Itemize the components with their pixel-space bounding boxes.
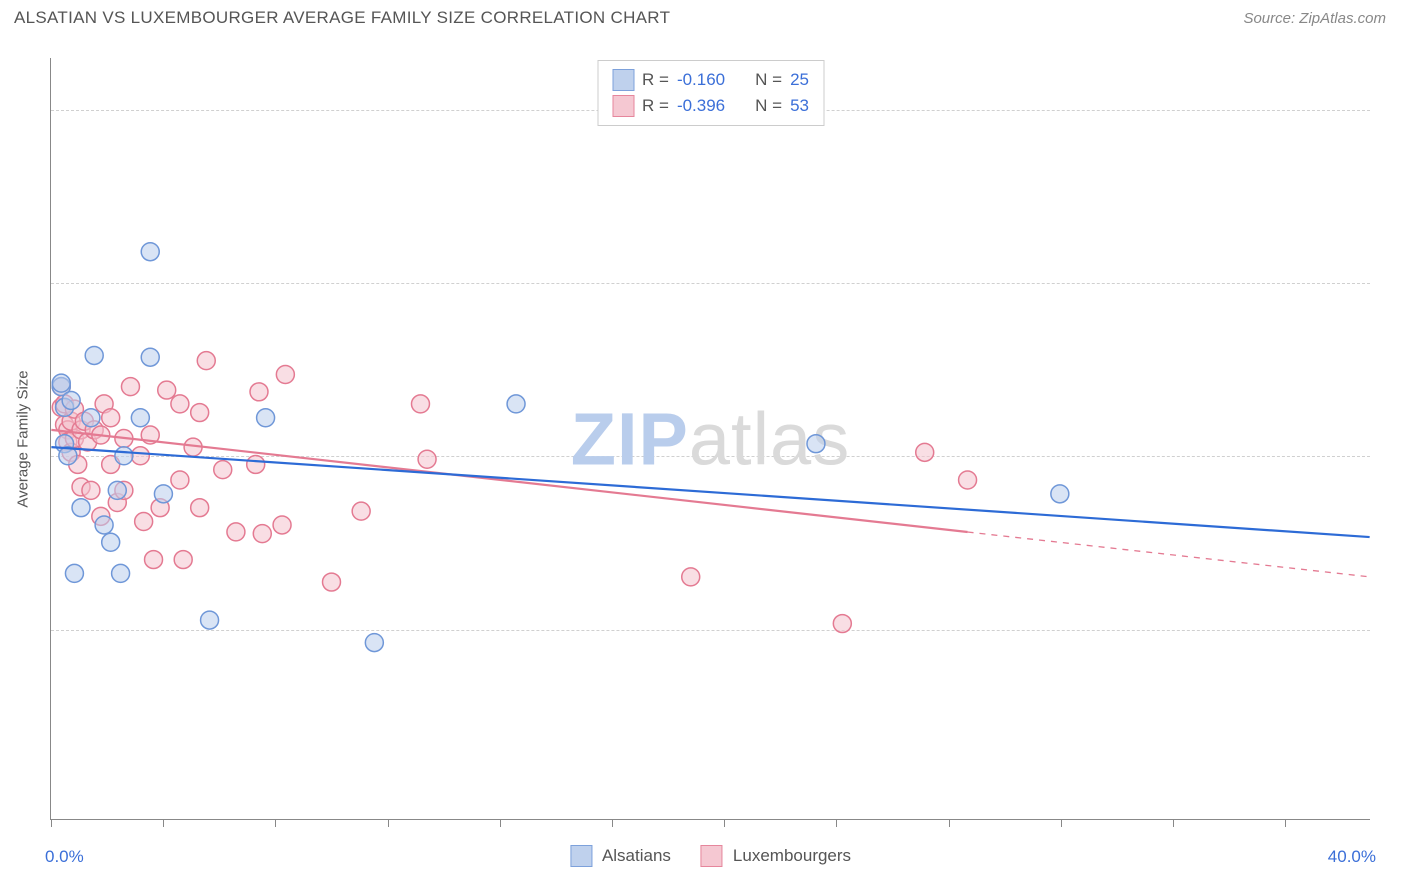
x-tick-min: 0.0% <box>45 847 84 867</box>
correlation-legend: R = -0.160 N = 25 R = -0.396 N = 53 <box>597 60 824 126</box>
data-point <box>191 499 209 517</box>
data-point <box>807 435 825 453</box>
plot-area: ZIPatlas R = -0.160 N = 25 R = -0.396 N … <box>50 58 1370 820</box>
y-axis-label: Average Family Size <box>15 370 32 507</box>
n-label-1: N = <box>755 70 782 90</box>
data-point <box>154 485 172 503</box>
data-point <box>276 366 294 384</box>
x-tick <box>275 819 276 827</box>
data-point <box>197 352 215 370</box>
n-value-1: 25 <box>790 70 809 90</box>
data-point <box>115 447 133 465</box>
data-point <box>108 481 126 499</box>
x-tick <box>724 819 725 827</box>
data-point <box>112 564 130 582</box>
x-tick <box>1061 819 1062 827</box>
x-tick <box>1173 819 1174 827</box>
legend-item-alsatians: Alsatians <box>570 845 671 867</box>
r-value-1: -0.160 <box>677 70 725 90</box>
data-point <box>833 615 851 633</box>
data-point <box>916 443 934 461</box>
swatch-lux-b <box>701 845 723 867</box>
legend-label-alsatians: Alsatians <box>602 846 671 866</box>
data-point <box>250 383 268 401</box>
data-point <box>82 409 100 427</box>
data-point <box>141 243 159 261</box>
data-point <box>352 502 370 520</box>
data-point <box>102 533 120 551</box>
data-point <box>959 471 977 489</box>
n-value-2: 53 <box>790 96 809 116</box>
data-point <box>214 461 232 479</box>
data-point <box>135 513 153 531</box>
data-point <box>82 481 100 499</box>
x-tick <box>388 819 389 827</box>
data-point <box>273 516 291 534</box>
data-point <box>102 409 120 427</box>
data-point <box>85 346 103 364</box>
data-point <box>191 404 209 422</box>
data-point <box>145 551 163 569</box>
x-tick-max: 40.0% <box>1328 847 1376 867</box>
chart-title: ALSATIAN VS LUXEMBOURGER AVERAGE FAMILY … <box>14 8 670 28</box>
data-point <box>131 409 149 427</box>
data-point <box>158 381 176 399</box>
x-tick <box>500 819 501 827</box>
r-label-1: R = <box>642 70 669 90</box>
data-point <box>227 523 245 541</box>
data-point <box>95 516 113 534</box>
data-point <box>411 395 429 413</box>
data-point <box>507 395 525 413</box>
data-point <box>171 395 189 413</box>
data-point <box>131 447 149 465</box>
swatch-alsatians <box>612 69 634 91</box>
data-point <box>174 551 192 569</box>
data-point <box>141 348 159 366</box>
data-point <box>323 573 341 591</box>
n-label-2: N = <box>755 96 782 116</box>
r-label-2: R = <box>642 96 669 116</box>
data-point <box>253 525 271 543</box>
trend-line-dashed <box>968 532 1370 577</box>
data-point <box>65 564 83 582</box>
data-point <box>62 391 80 409</box>
data-point <box>418 450 436 468</box>
data-point <box>1051 485 1069 503</box>
data-point <box>247 455 265 473</box>
x-tick <box>163 819 164 827</box>
legend-row-lux: R = -0.396 N = 53 <box>612 93 809 119</box>
legend-row-alsatians: R = -0.160 N = 25 <box>612 67 809 93</box>
chart-svg <box>51 58 1370 819</box>
legend-item-lux: Luxembourgers <box>701 845 851 867</box>
series-legend: Alsatians Luxembourgers <box>570 845 851 867</box>
data-point <box>365 634 383 652</box>
data-point <box>72 499 90 517</box>
data-point <box>171 471 189 489</box>
x-tick <box>949 819 950 827</box>
x-tick <box>836 819 837 827</box>
r-value-2: -0.396 <box>677 96 725 116</box>
legend-label-lux: Luxembourgers <box>733 846 851 866</box>
x-tick <box>51 819 52 827</box>
swatch-alsatians-b <box>570 845 592 867</box>
data-point <box>682 568 700 586</box>
data-point <box>257 409 275 427</box>
x-tick <box>612 819 613 827</box>
data-point <box>52 374 70 392</box>
data-point <box>201 611 219 629</box>
data-point <box>121 378 139 396</box>
x-tick <box>1285 819 1286 827</box>
trend-line <box>51 447 1369 537</box>
chart-source: Source: ZipAtlas.com <box>1243 10 1386 27</box>
swatch-lux <box>612 95 634 117</box>
